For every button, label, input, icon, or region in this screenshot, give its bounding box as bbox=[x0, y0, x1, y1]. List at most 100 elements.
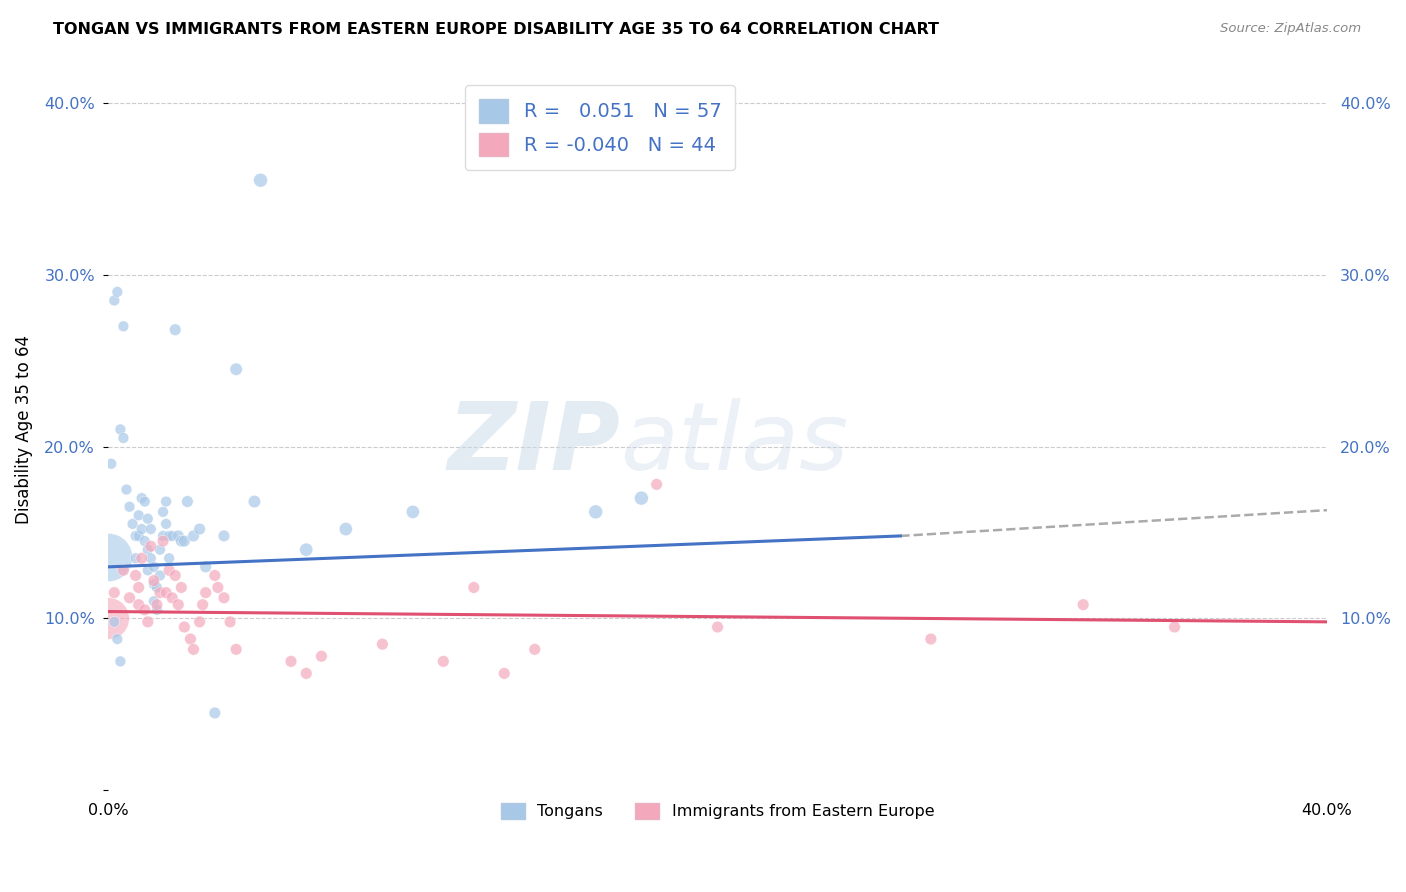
Point bbox=[295, 666, 318, 681]
Point bbox=[463, 581, 485, 595]
Point bbox=[136, 563, 159, 577]
Point bbox=[142, 559, 165, 574]
Point bbox=[212, 529, 235, 543]
Point bbox=[371, 637, 394, 651]
Point bbox=[110, 654, 132, 668]
Point bbox=[204, 568, 226, 582]
Point bbox=[188, 522, 211, 536]
Point bbox=[146, 598, 169, 612]
Point bbox=[160, 529, 183, 543]
Point bbox=[128, 581, 150, 595]
Point bbox=[160, 591, 183, 605]
Point bbox=[155, 494, 177, 508]
Point bbox=[100, 457, 122, 471]
Point bbox=[1071, 598, 1094, 612]
Point bbox=[134, 534, 156, 549]
Point bbox=[1163, 620, 1185, 634]
Point bbox=[432, 654, 454, 668]
Point bbox=[157, 529, 180, 543]
Point bbox=[146, 581, 169, 595]
Point bbox=[139, 539, 162, 553]
Point bbox=[146, 603, 169, 617]
Point bbox=[280, 654, 302, 668]
Point bbox=[139, 551, 162, 566]
Point bbox=[179, 632, 201, 646]
Point bbox=[118, 500, 141, 514]
Point bbox=[173, 620, 195, 634]
Point bbox=[134, 494, 156, 508]
Point bbox=[188, 615, 211, 629]
Point bbox=[112, 431, 135, 445]
Point bbox=[920, 632, 942, 646]
Legend: Tongans, Immigrants from Eastern Europe: Tongans, Immigrants from Eastern Europe bbox=[495, 797, 941, 826]
Point bbox=[194, 559, 217, 574]
Point bbox=[645, 477, 668, 491]
Point bbox=[115, 483, 138, 497]
Point bbox=[155, 516, 177, 531]
Point bbox=[155, 585, 177, 599]
Point bbox=[167, 598, 190, 612]
Point bbox=[212, 591, 235, 605]
Text: ZIP: ZIP bbox=[447, 398, 620, 490]
Text: atlas: atlas bbox=[620, 399, 848, 490]
Point bbox=[207, 581, 229, 595]
Point bbox=[139, 522, 162, 536]
Point bbox=[142, 577, 165, 591]
Point bbox=[142, 574, 165, 588]
Point bbox=[152, 534, 174, 549]
Point bbox=[149, 568, 172, 582]
Point bbox=[706, 620, 728, 634]
Point bbox=[152, 505, 174, 519]
Point bbox=[194, 585, 217, 599]
Point bbox=[112, 563, 135, 577]
Point bbox=[170, 534, 193, 549]
Point bbox=[97, 611, 120, 625]
Point bbox=[167, 529, 190, 543]
Point bbox=[136, 615, 159, 629]
Point bbox=[165, 568, 187, 582]
Point bbox=[630, 491, 652, 505]
Point bbox=[311, 649, 333, 664]
Point bbox=[225, 362, 247, 376]
Point bbox=[112, 319, 135, 334]
Point bbox=[142, 594, 165, 608]
Point bbox=[121, 516, 143, 531]
Point bbox=[128, 508, 150, 523]
Point bbox=[103, 585, 125, 599]
Point bbox=[183, 642, 205, 657]
Point bbox=[402, 505, 425, 519]
Point bbox=[152, 529, 174, 543]
Point bbox=[103, 293, 125, 308]
Point bbox=[118, 591, 141, 605]
Point bbox=[183, 529, 205, 543]
Point bbox=[249, 173, 271, 187]
Point bbox=[149, 585, 172, 599]
Point bbox=[103, 615, 125, 629]
Point bbox=[110, 422, 132, 436]
Text: TONGAN VS IMMIGRANTS FROM EASTERN EUROPE DISABILITY AGE 35 TO 64 CORRELATION CHA: TONGAN VS IMMIGRANTS FROM EASTERN EUROPE… bbox=[53, 22, 939, 37]
Point bbox=[219, 615, 242, 629]
Point bbox=[191, 598, 214, 612]
Point bbox=[170, 581, 193, 595]
Point bbox=[225, 642, 247, 657]
Point bbox=[204, 706, 226, 720]
Point bbox=[295, 542, 318, 557]
Point bbox=[124, 529, 146, 543]
Point bbox=[157, 551, 180, 566]
Point bbox=[149, 542, 172, 557]
Point bbox=[105, 632, 128, 646]
Point bbox=[176, 494, 198, 508]
Point bbox=[157, 563, 180, 577]
Point bbox=[97, 549, 120, 564]
Point bbox=[124, 551, 146, 566]
Y-axis label: Disability Age 35 to 64: Disability Age 35 to 64 bbox=[15, 334, 32, 524]
Point bbox=[585, 505, 607, 519]
Point bbox=[134, 603, 156, 617]
Point bbox=[128, 529, 150, 543]
Point bbox=[173, 534, 195, 549]
Point bbox=[494, 666, 516, 681]
Point bbox=[131, 551, 153, 566]
Text: Source: ZipAtlas.com: Source: ZipAtlas.com bbox=[1220, 22, 1361, 36]
Point bbox=[165, 323, 187, 337]
Point bbox=[128, 598, 150, 612]
